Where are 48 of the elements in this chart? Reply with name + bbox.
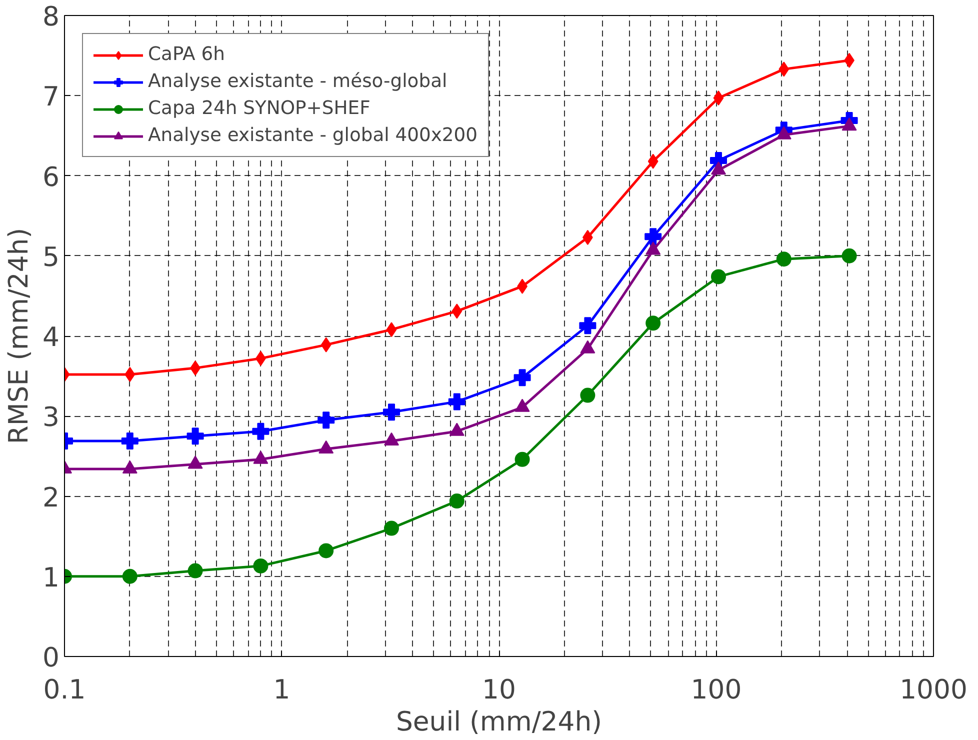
point (778, 62, 790, 77)
point (253, 558, 268, 574)
x-tick-label: 10 (482, 674, 516, 706)
point (710, 269, 726, 284)
x-tick-label: 0.1 (43, 674, 86, 706)
point (121, 432, 138, 450)
point (188, 563, 203, 578)
legend-label: Analyse existante - global 400x200 (148, 125, 478, 146)
point (122, 568, 138, 584)
y-tick-label: 3 (42, 402, 60, 434)
point (452, 304, 462, 319)
point (713, 90, 724, 106)
point (648, 154, 658, 169)
point (252, 422, 270, 440)
y-axis-title: RMSE (mm/24h) (4, 228, 35, 444)
point (514, 452, 530, 467)
legend-label: CaPA 6h (148, 44, 225, 65)
point (318, 412, 335, 429)
y-tick-label: 0 (42, 642, 60, 674)
y-tick-label: 6 (42, 162, 60, 193)
point (318, 543, 334, 558)
point (384, 520, 399, 536)
legend-label: Analyse existante - méso-global (148, 71, 448, 92)
point (186, 428, 204, 445)
point (842, 248, 857, 264)
point (448, 393, 466, 410)
x-axis-title: Seuil (mm/24h) (396, 706, 602, 738)
legend-label: Capa 24h SYNOP+SHEF (148, 98, 370, 119)
point (646, 316, 661, 331)
point (776, 252, 792, 267)
point (386, 322, 397, 338)
point (124, 366, 136, 382)
point (449, 494, 464, 509)
y-tick-label: 1 (42, 562, 60, 594)
y-tick-label: 7 (42, 82, 60, 113)
y-tick-label: 8 (42, 2, 60, 32)
point (580, 388, 596, 403)
y-tick-label: 5 (42, 242, 60, 273)
point (514, 369, 531, 386)
y-tick-label: 4 (42, 322, 60, 353)
x-tick-label: 1 (273, 674, 290, 706)
y-tick-label: 2 (42, 482, 60, 514)
point (579, 317, 596, 334)
point (320, 337, 332, 352)
point (382, 404, 400, 421)
x-tick-label: 1000 (900, 674, 968, 706)
point (644, 228, 662, 246)
x-tick-label: 100 (690, 674, 742, 706)
